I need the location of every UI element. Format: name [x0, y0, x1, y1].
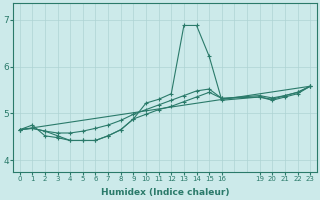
X-axis label: Humidex (Indice chaleur): Humidex (Indice chaleur): [101, 188, 229, 197]
